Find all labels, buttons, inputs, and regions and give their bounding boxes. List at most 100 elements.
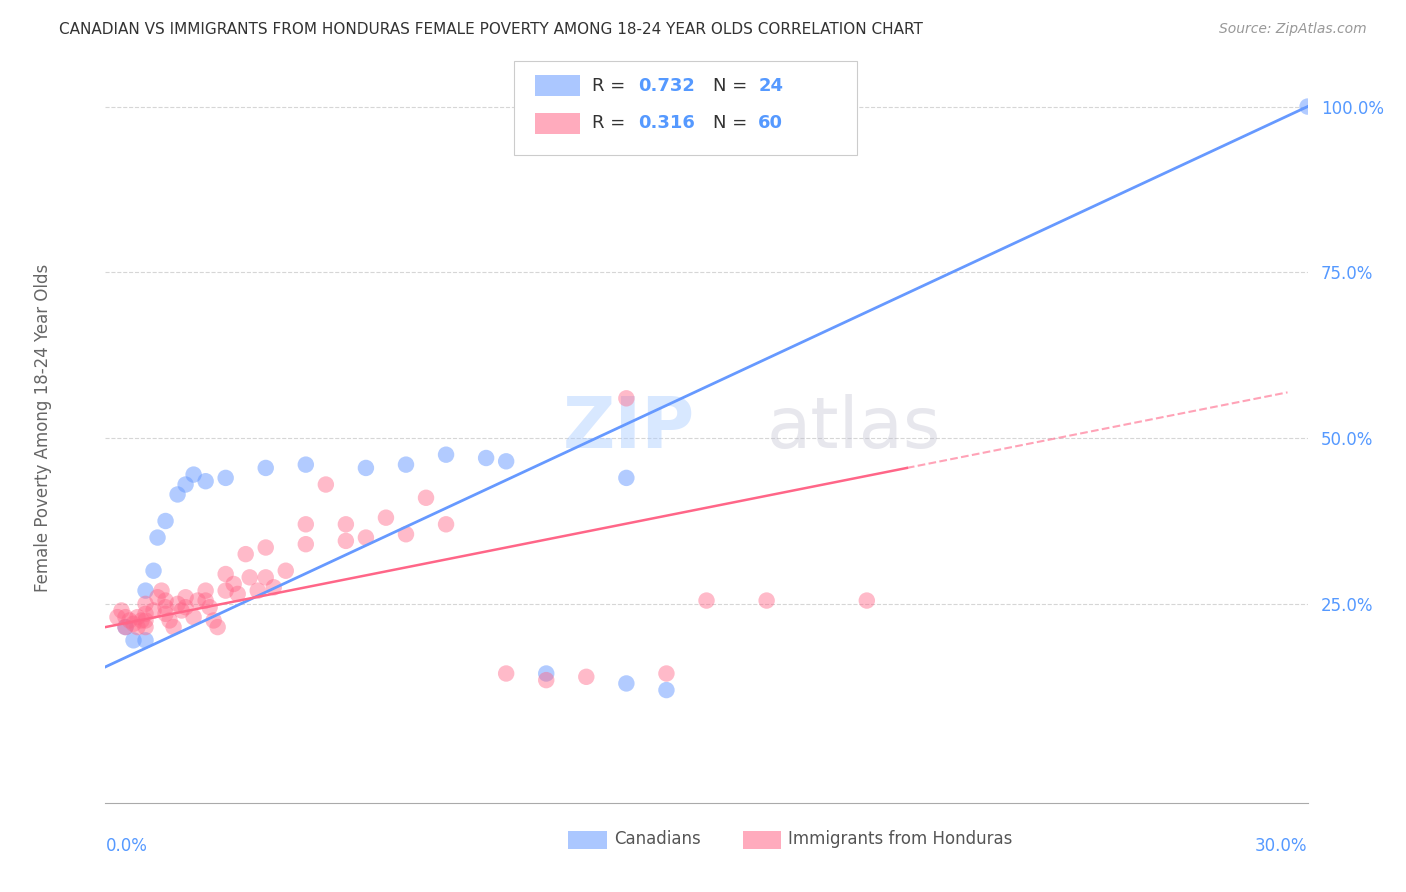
Bar [534,112,581,134]
Point [166,487,188,501]
Text: R =: R = [592,114,631,132]
Text: atlas: atlas [766,393,941,463]
Point [194,474,217,488]
Point [135,633,157,648]
Point [118,614,141,628]
Point [159,614,181,628]
Text: 0.0%: 0.0% [105,837,148,855]
Point [162,620,184,634]
Point [235,547,257,561]
Point [575,670,598,684]
Point [107,610,129,624]
Text: Female Poverty Among 18-24 Year Olds: Female Poverty Among 18-24 Year Olds [34,264,52,592]
Point [146,591,169,605]
Point [183,467,205,482]
Point [155,593,177,607]
Point [655,683,678,698]
Text: 24: 24 [758,77,783,95]
Point [534,666,557,681]
Point [246,583,269,598]
Point [1296,99,1319,113]
Point [170,603,193,617]
Point [187,593,209,607]
Point [696,593,718,607]
Text: 60: 60 [758,114,783,132]
Point [274,564,297,578]
Point [616,392,638,406]
Text: Canadians: Canadians [614,830,700,847]
Point [142,564,165,578]
Point [254,570,277,584]
Bar [534,75,581,96]
Point [226,587,249,601]
Text: Immigrants from Honduras: Immigrants from Honduras [789,830,1012,847]
Point [214,583,236,598]
Point [131,614,153,628]
Point [110,603,132,617]
Point [254,461,277,475]
Point [114,610,136,624]
Point [155,600,177,615]
Point [114,620,136,634]
Point [434,517,457,532]
Point [755,593,778,607]
Point [214,471,236,485]
Point [354,531,377,545]
Text: 30.0%: 30.0% [1256,837,1308,855]
Point [335,517,357,532]
Point [122,633,145,648]
Text: 0.316: 0.316 [638,114,695,132]
Point [174,591,197,605]
Point [142,603,165,617]
Text: N =: N = [713,114,752,132]
Text: CANADIAN VS IMMIGRANTS FROM HONDURAS FEMALE POVERTY AMONG 18-24 YEAR OLDS CORREL: CANADIAN VS IMMIGRANTS FROM HONDURAS FEM… [59,22,922,37]
Point [114,620,136,634]
Point [239,570,262,584]
Point [135,597,157,611]
Text: 0.732: 0.732 [638,77,695,95]
Text: Source: ZipAtlas.com: Source: ZipAtlas.com [1219,22,1367,37]
Point [263,580,285,594]
Point [135,583,157,598]
Point [155,607,177,621]
Point [122,616,145,631]
Point [222,577,245,591]
Point [146,531,169,545]
Point [174,477,197,491]
Point [495,454,517,468]
Bar [568,831,607,849]
Point [295,458,318,472]
Point [198,600,221,615]
Point [475,450,498,465]
Point [374,510,398,524]
Point [315,477,337,491]
Point [214,567,236,582]
Point [127,620,149,634]
Point [183,610,205,624]
Point [135,607,157,621]
Point [616,471,638,485]
Point [415,491,437,505]
Point [534,673,557,687]
Point [194,593,217,607]
Point [150,583,173,598]
Point [395,527,418,541]
Point [174,600,197,615]
Point [166,597,188,611]
Point [127,610,149,624]
Point [395,458,418,472]
Point [295,517,318,532]
Text: N =: N = [713,77,752,95]
Point [434,448,457,462]
Point [354,461,377,475]
FancyBboxPatch shape [515,61,856,154]
Point [295,537,318,551]
Bar [742,831,782,849]
Point [254,541,277,555]
Text: R =: R = [592,77,631,95]
Point [194,583,217,598]
Point [135,614,157,628]
Point [335,533,357,548]
Point [207,620,229,634]
Point [155,514,177,528]
